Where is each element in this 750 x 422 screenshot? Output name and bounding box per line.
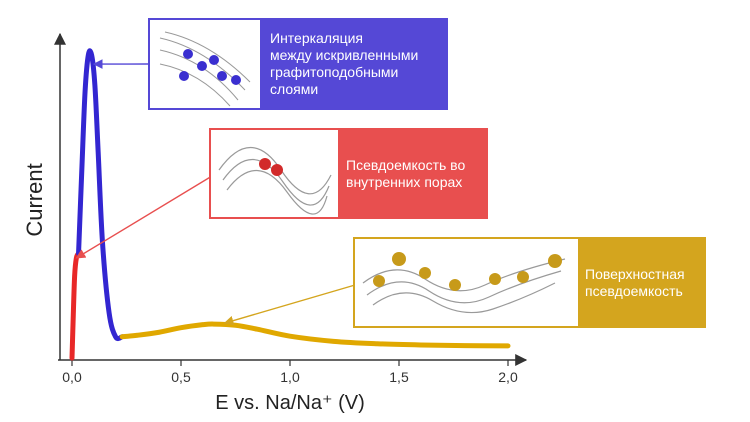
x-tick-label: 0,5 [171,369,191,385]
series-blue-line [76,48,125,342]
annotation-arrows [75,59,356,326]
annotation-intercalation: Интеркаляция между искривленными графито… [148,18,448,110]
pores-illustration [211,130,338,217]
wavy-graphene-sheet-icon [218,146,332,215]
annotation-surface: Поверхностная псевдоемкость [353,237,706,328]
curved-graphite-layers-icon [159,31,251,107]
arrow-pores [75,175,213,259]
intercalation-label: Интеркаляция между искривленными графито… [260,20,446,108]
x-tick-label: 1,0 [280,369,300,385]
intercalation-illustration [150,20,260,108]
x-tick-label: 0,0 [62,369,82,385]
axes: 0,0 0,5 1,0 1,5 2,0 [54,32,528,385]
series-red-line [69,250,82,361]
pores-label: Псевдоемкость во внутренних порах [338,130,486,217]
graphene-surface-sheet-icon [362,252,566,314]
surface-label: Поверхностная псевдоемкость [578,239,704,326]
x-axis-label: E vs. Na/Na⁺ (V) [215,392,364,414]
x-tick-label: 2,0 [498,369,518,385]
surface-illustration [355,239,578,326]
y-axis-label: Current [22,163,47,236]
series-gold-line [119,321,511,349]
x-tick-label: 1,5 [389,369,409,385]
annotation-pores: Псевдоемкость во внутренних порах [209,128,488,219]
arrow-surface [223,284,356,326]
